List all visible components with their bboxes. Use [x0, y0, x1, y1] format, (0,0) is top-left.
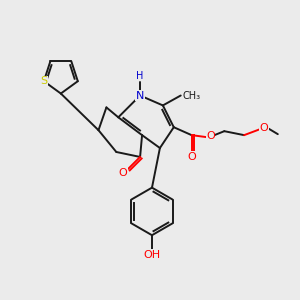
Text: S: S: [40, 76, 47, 86]
Text: OH: OH: [143, 250, 161, 260]
Text: O: O: [187, 152, 196, 162]
Text: N: N: [136, 91, 144, 100]
Text: O: O: [119, 168, 128, 178]
Text: H: H: [136, 71, 144, 81]
Text: O: O: [260, 123, 268, 133]
Text: CH₃: CH₃: [183, 91, 201, 100]
Text: O: O: [206, 131, 215, 141]
